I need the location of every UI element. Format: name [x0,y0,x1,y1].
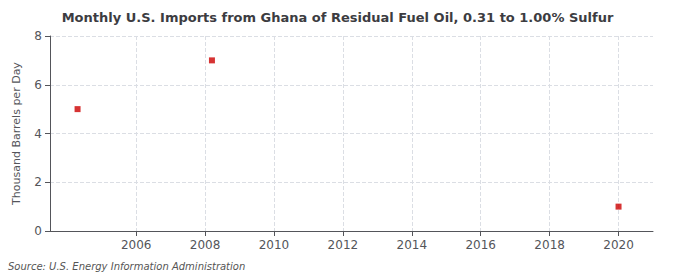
svg-text:6: 6 [34,78,42,92]
svg-text:Monthly U.S. Imports from Ghan: Monthly U.S. Imports from Ghana of Resid… [62,10,614,25]
svg-text:2: 2 [34,175,42,189]
svg-text:2020: 2020 [603,238,634,252]
svg-text:0: 0 [34,224,42,238]
svg-text:8: 8 [34,29,42,43]
svg-text:Source: U.S. Energy Informatio: Source: U.S. Energy Information Administ… [8,261,245,272]
svg-text:2008: 2008 [190,238,221,252]
svg-text:2014: 2014 [397,238,428,252]
svg-text:2010: 2010 [259,238,290,252]
svg-text:2018: 2018 [534,238,565,252]
svg-text:4: 4 [34,127,42,141]
svg-text:Thousand Barrels per Day: Thousand Barrels per Day [10,62,23,206]
svg-text:2016: 2016 [465,238,496,252]
svg-text:2012: 2012 [328,238,359,252]
svg-text:2006: 2006 [121,238,152,252]
